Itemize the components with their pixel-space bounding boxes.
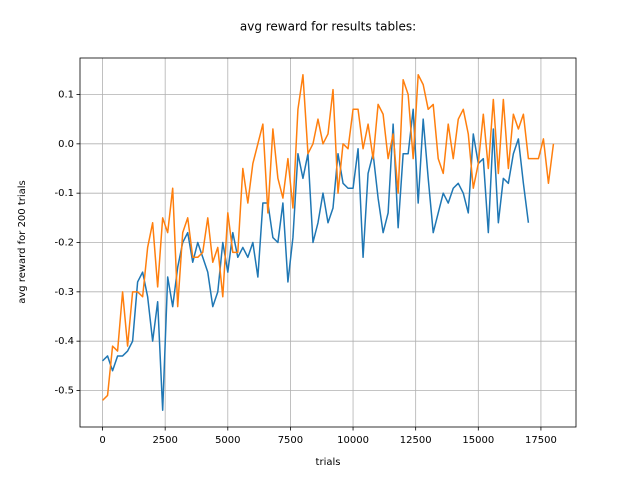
x-tick-label: 7500 <box>278 435 303 446</box>
y-tick-label: 0.1 <box>58 90 74 101</box>
x-tick-label: 15000 <box>462 435 494 446</box>
y-tick-label: -0.3 <box>54 287 74 298</box>
plot-frame <box>79 57 577 428</box>
y-tick-label: -0.4 <box>54 336 74 347</box>
x-tick-label: 17500 <box>525 435 557 446</box>
x-tick-label: 5000 <box>215 435 240 446</box>
y-tick-label: -0.1 <box>54 188 74 199</box>
y-axis-label: avg reward for 200 trials <box>17 180 28 304</box>
series-line <box>102 74 555 401</box>
y-tick-label: -0.5 <box>54 385 74 396</box>
x-axis-label: trials <box>316 457 341 468</box>
chart-title: avg reward for results tables: <box>240 20 416 34</box>
y-tick-label: -0.2 <box>54 238 74 249</box>
x-tick-label: 10000 <box>337 435 369 446</box>
x-tick-label: 12500 <box>400 435 432 446</box>
x-tick-label: 0 <box>99 435 105 446</box>
x-tick-label: 2500 <box>152 435 177 446</box>
y-tick-label: 0.0 <box>58 139 74 150</box>
series-line <box>102 108 530 411</box>
